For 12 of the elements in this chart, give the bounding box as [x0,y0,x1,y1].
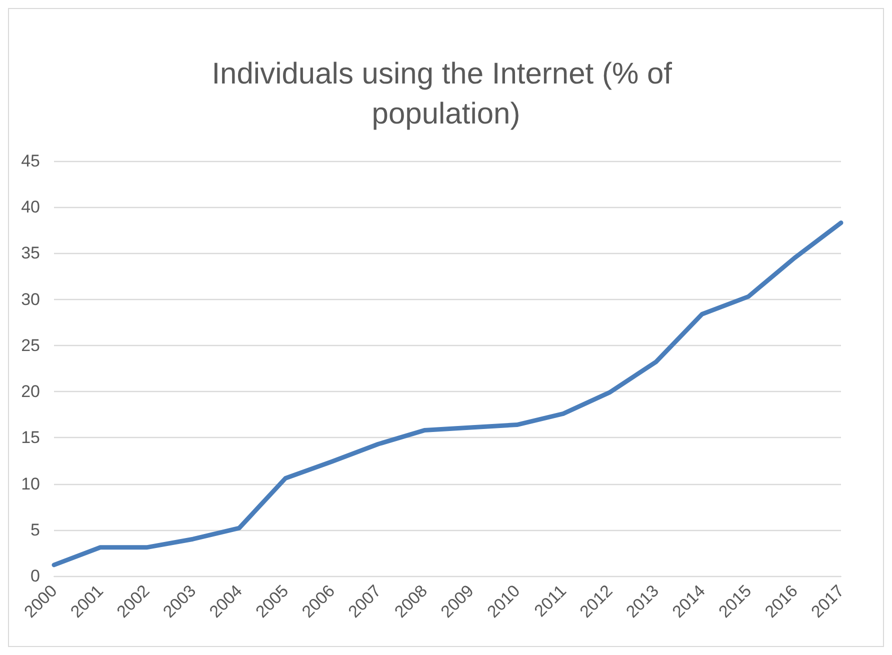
y-tick-label: 20 [21,382,40,402]
y-tick-label: 40 [21,198,40,217]
y-tick-label: 15 [21,428,40,448]
chart-title: Individuals using the Internet (% of population) [212,58,680,130]
line-series [52,220,844,568]
y-tick-label: 0 [30,566,40,586]
y-tick-label: 35 [21,244,40,263]
y-tick-label: 5 [30,520,40,540]
y-tick-label: 10 [21,474,40,494]
y-tick-label: 25 [21,336,40,355]
y-tick-label: 45 [21,152,40,170]
y-tick-label: 30 [21,290,40,309]
